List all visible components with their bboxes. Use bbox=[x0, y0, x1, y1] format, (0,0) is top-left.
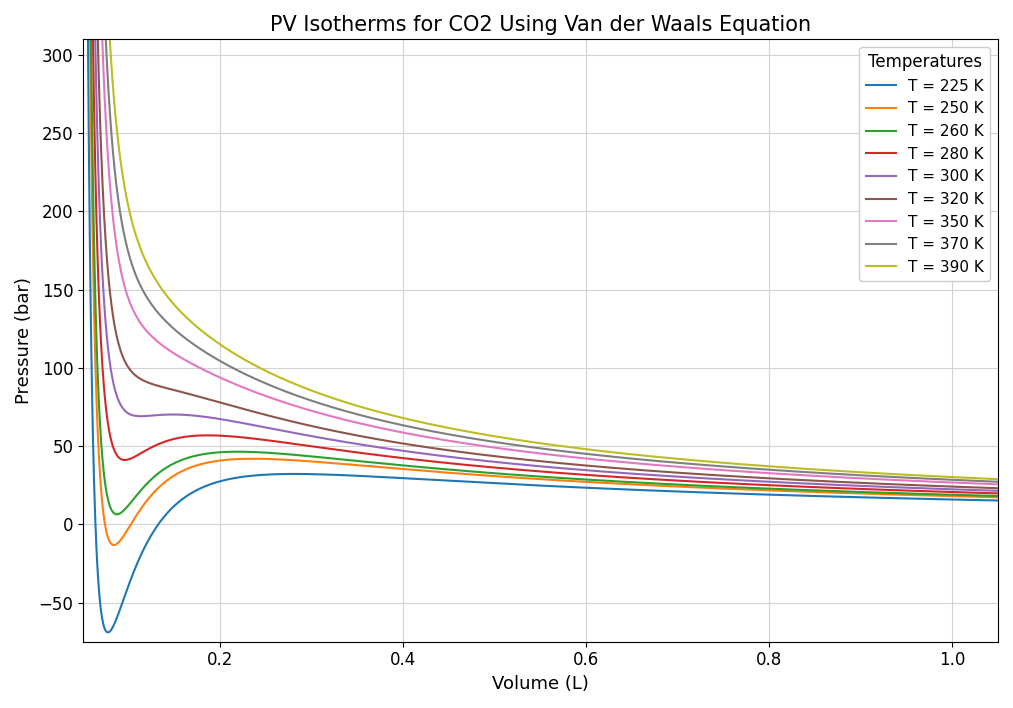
T = 260 K bbox=[373, 459, 385, 467]
T = 300 K bbox=[97, 292, 109, 300]
T = 280 K bbox=[712, 479, 724, 487]
T = 390 K bbox=[263, 368, 276, 377]
T = 300 K bbox=[1001, 487, 1013, 496]
T = 370 K bbox=[715, 462, 727, 471]
T = 370 K bbox=[919, 474, 931, 483]
T = 350 K bbox=[814, 472, 827, 481]
T = 260 K bbox=[1001, 492, 1013, 501]
T = 260 K bbox=[110, 510, 123, 518]
T = 370 K bbox=[615, 453, 627, 462]
T = 320 K bbox=[418, 442, 431, 451]
T = 390 K bbox=[670, 455, 682, 463]
T = 370 K bbox=[1001, 478, 1013, 486]
T = 225 K bbox=[659, 487, 672, 496]
T = 250 K bbox=[794, 487, 806, 496]
Line: T = 280 K: T = 280 K bbox=[93, 26, 1007, 493]
Line: T = 260 K: T = 260 K bbox=[91, 27, 1007, 514]
T = 320 K bbox=[1001, 484, 1013, 493]
T = 260 K bbox=[544, 473, 556, 481]
T = 350 K bbox=[96, 22, 108, 30]
T = 280 K bbox=[1001, 489, 1013, 498]
Line: T = 320 K: T = 320 K bbox=[97, 25, 1007, 489]
T = 225 K bbox=[460, 477, 472, 486]
T = 320 K bbox=[500, 453, 513, 462]
T = 250 K bbox=[389, 464, 401, 473]
T = 350 K bbox=[971, 479, 984, 488]
T = 300 K bbox=[450, 453, 462, 462]
T = 390 K bbox=[736, 460, 749, 469]
Line: T = 300 K: T = 300 K bbox=[95, 28, 1007, 491]
Legend: T = 225 K, T = 250 K, T = 260 K, T = 280 K, T = 300 K, T = 320 K, T = 350 K, T =: T = 225 K, T = 250 K, T = 260 K, T = 280… bbox=[859, 47, 991, 281]
Line: T = 390 K: T = 390 K bbox=[108, 24, 1007, 479]
T = 320 K bbox=[713, 471, 725, 479]
T = 280 K bbox=[129, 452, 141, 461]
T = 250 K bbox=[84, 20, 96, 28]
T = 370 K bbox=[640, 456, 652, 464]
T = 320 K bbox=[91, 21, 103, 29]
T = 225 K bbox=[873, 493, 885, 502]
T = 370 K bbox=[99, 21, 111, 30]
T = 300 K bbox=[534, 462, 546, 471]
T = 300 K bbox=[89, 23, 101, 32]
T = 250 K bbox=[1001, 493, 1013, 502]
Line: T = 225 K: T = 225 K bbox=[88, 25, 1007, 632]
T = 350 K bbox=[1001, 481, 1013, 489]
Line: T = 350 K: T = 350 K bbox=[102, 26, 1007, 485]
T = 300 K bbox=[169, 410, 181, 418]
T = 225 K bbox=[329, 471, 341, 479]
T = 280 K bbox=[980, 489, 992, 497]
T = 225 K bbox=[1001, 496, 1013, 505]
T = 225 K bbox=[945, 495, 957, 503]
T = 350 K bbox=[615, 457, 627, 466]
X-axis label: Volume (L): Volume (L) bbox=[492, 675, 589, 693]
T = 260 K bbox=[368, 458, 380, 467]
T = 390 K bbox=[1001, 475, 1013, 484]
T = 260 K bbox=[713, 482, 725, 491]
T = 390 K bbox=[983, 474, 995, 483]
T = 350 K bbox=[636, 459, 648, 468]
T = 260 K bbox=[849, 488, 861, 496]
T = 280 K bbox=[780, 481, 792, 490]
T = 225 K bbox=[805, 491, 817, 500]
T = 350 K bbox=[637, 459, 649, 468]
T = 250 K bbox=[317, 458, 329, 467]
T = 225 K bbox=[102, 628, 114, 636]
T = 350 K bbox=[506, 446, 519, 455]
T = 225 K bbox=[82, 21, 94, 29]
T = 250 K bbox=[479, 472, 491, 480]
T = 390 K bbox=[573, 444, 586, 452]
T = 250 K bbox=[496, 472, 509, 481]
T = 370 K bbox=[314, 399, 326, 408]
T = 280 K bbox=[646, 475, 658, 484]
Y-axis label: Pressure (bar): Pressure (bar) bbox=[15, 277, 33, 404]
T = 280 K bbox=[499, 464, 512, 473]
T = 370 K bbox=[773, 466, 785, 474]
T = 320 K bbox=[193, 392, 206, 401]
T = 280 K bbox=[87, 22, 99, 30]
T = 260 K bbox=[456, 467, 468, 475]
T = 390 K bbox=[102, 20, 114, 28]
T = 250 K bbox=[107, 541, 120, 549]
T = 390 K bbox=[644, 452, 656, 460]
Title: PV Isotherms for CO2 Using Van der Waals Equation: PV Isotherms for CO2 Using Van der Waals… bbox=[270, 15, 811, 35]
T = 320 K bbox=[814, 476, 827, 485]
T = 250 K bbox=[408, 466, 420, 474]
T = 300 K bbox=[732, 476, 745, 484]
T = 320 K bbox=[852, 479, 864, 487]
Line: T = 250 K: T = 250 K bbox=[90, 24, 1007, 545]
T = 300 K bbox=[252, 422, 264, 430]
T = 260 K bbox=[85, 23, 97, 31]
Line: T = 370 K: T = 370 K bbox=[105, 25, 1007, 482]
